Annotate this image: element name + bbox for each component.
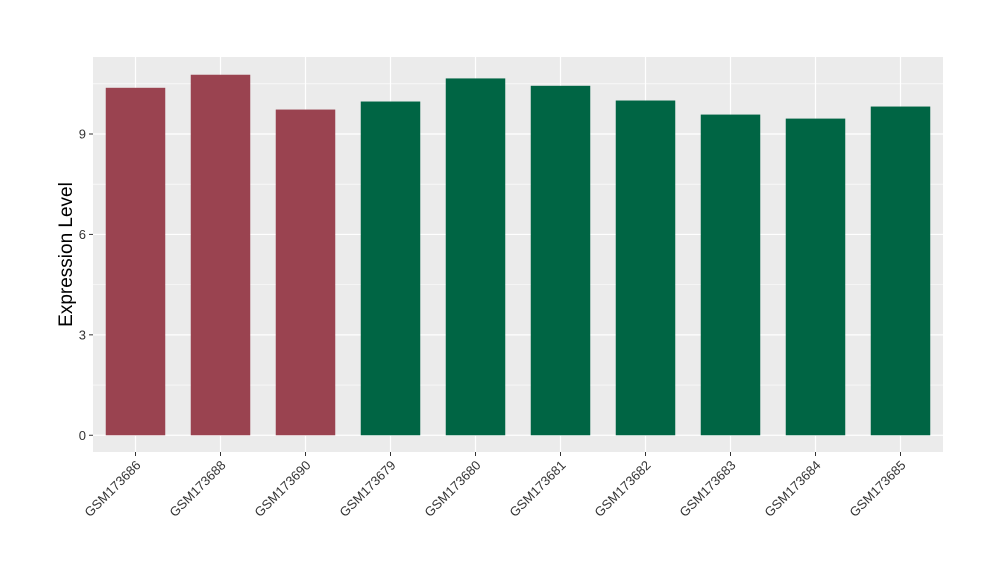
x-tick-label: GSM173684 xyxy=(761,458,823,520)
y-tick-label: 3 xyxy=(79,327,86,342)
y-tick-label: 6 xyxy=(79,227,86,242)
bar xyxy=(530,85,591,436)
y-tick-label: 0 xyxy=(79,428,86,443)
y-tick-label: 9 xyxy=(79,126,86,141)
x-tick-label: GSM173688 xyxy=(166,458,228,520)
y-axis: 0 3 6 9 xyxy=(79,126,93,443)
x-tick-label: GSM173685 xyxy=(846,458,908,520)
x-tick-label: GSM173679 xyxy=(336,458,398,520)
bar xyxy=(615,100,676,436)
bar xyxy=(785,118,846,436)
bar xyxy=(445,78,506,436)
x-tick-label: GSM173686 xyxy=(81,458,143,520)
bar xyxy=(105,87,166,436)
x-tick-label: GSM173690 xyxy=(251,458,313,520)
bar xyxy=(870,106,931,436)
x-axis: GSM173686 GSM173688 GSM173690 GSM173679 GSM1… xyxy=(81,452,909,520)
bar xyxy=(360,101,421,436)
x-tick-label: GSM173682 xyxy=(591,458,653,520)
x-tick-label: GSM173681 xyxy=(506,458,568,520)
bar xyxy=(700,114,761,436)
y-axis-title: Expression Level xyxy=(56,182,77,327)
x-tick-label: GSM173680 xyxy=(421,458,483,520)
bar xyxy=(190,74,251,436)
bar xyxy=(275,109,336,436)
bars xyxy=(105,74,931,436)
x-tick-label: GSM173683 xyxy=(676,458,738,520)
